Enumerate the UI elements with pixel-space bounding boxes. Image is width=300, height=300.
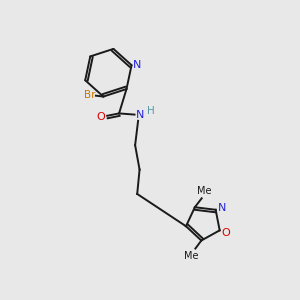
Text: N: N [136,110,145,120]
Text: O: O [221,228,230,238]
Text: Br: Br [84,90,95,100]
Text: Me: Me [184,251,198,261]
Text: Me: Me [197,187,212,196]
Text: N: N [133,60,141,70]
Text: H: H [147,106,155,116]
Text: N: N [218,203,226,213]
Text: O: O [96,112,105,122]
